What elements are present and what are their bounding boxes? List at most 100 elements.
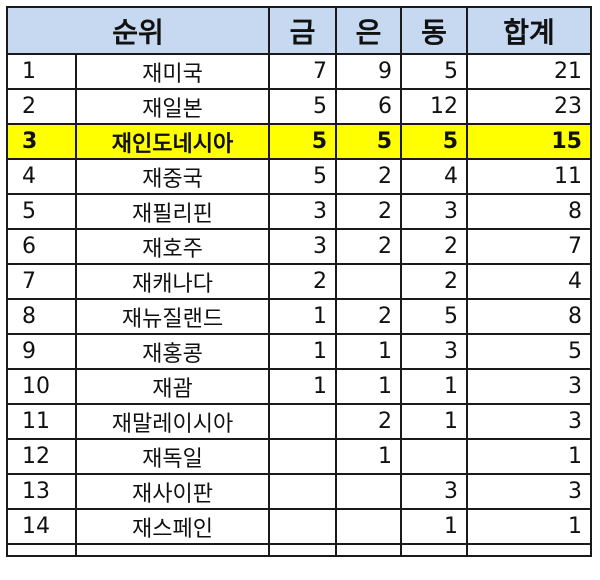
cell-rank[interactable]: 12 <box>6 438 77 475</box>
cell-total[interactable]: 3 <box>466 403 592 440</box>
cell-silver[interactable]: 2 <box>335 193 402 230</box>
cell-rank[interactable]: 9 <box>6 333 77 370</box>
cell-name[interactable]: 재캐나다 <box>75 263 270 300</box>
cell-bronze[interactable]: 5 <box>400 298 468 335</box>
cell-bronze[interactable]: 3 <box>400 473 468 510</box>
cell-rank[interactable]: 4 <box>6 158 77 195</box>
cell-silver[interactable] <box>335 263 402 300</box>
header-gold[interactable]: 금 <box>268 6 337 55</box>
cell-bronze[interactable]: 5 <box>400 123 468 160</box>
cell-gold[interactable]: 3 <box>268 228 337 265</box>
cell-silver[interactable]: 2 <box>335 228 402 265</box>
cell-total[interactable]: 1 <box>466 438 592 475</box>
cell-gold[interactable]: 5 <box>268 158 337 195</box>
cell-total[interactable]: 15 <box>466 123 592 160</box>
cell-total[interactable]: 23 <box>466 88 592 125</box>
cell-bronze[interactable]: 1 <box>400 368 468 405</box>
cell-gold[interactable]: 3 <box>268 193 337 230</box>
cell-gold[interactable]: 5 <box>268 88 337 125</box>
cell-name[interactable]: 재사이판 <box>75 473 270 510</box>
cell-total[interactable]: 7 <box>466 228 592 265</box>
cell-rank[interactable]: 7 <box>6 263 77 300</box>
cell-silver[interactable]: 2 <box>335 403 402 440</box>
cell-rank[interactable]: 1 <box>6 53 77 90</box>
cell-total[interactable]: 1 <box>466 508 592 545</box>
cell-bronze[interactable]: 4 <box>400 158 468 195</box>
cell-name[interactable]: 재호주 <box>75 228 270 265</box>
header-total[interactable]: 합계 <box>466 6 592 55</box>
cell-total[interactable]: 11 <box>466 158 592 195</box>
cell-silver[interactable]: 9 <box>335 53 402 90</box>
cell-name[interactable]: 재뉴질랜드 <box>75 298 270 335</box>
cell-total[interactable]: 4 <box>466 263 592 300</box>
header-rank[interactable]: 순위 <box>6 6 270 55</box>
cell-name[interactable]: 재중국 <box>75 158 270 195</box>
cell-bronze[interactable] <box>400 438 468 475</box>
cell-name[interactable]: 재말레이시아 <box>75 403 270 440</box>
cell-silver[interactable]: 2 <box>335 158 402 195</box>
cell-name[interactable]: 재독일 <box>75 438 270 475</box>
cell-rank[interactable]: 10 <box>6 368 77 405</box>
cell-rank[interactable]: 13 <box>6 473 77 510</box>
cell-gold[interactable] <box>268 508 337 545</box>
cell-total[interactable]: 3 <box>466 368 592 405</box>
cell-rank[interactable]: 3 <box>6 123 77 160</box>
cell-total[interactable]: 21 <box>466 53 592 90</box>
cell-empty[interactable] <box>466 543 592 557</box>
table-row: 8 재뉴질랜드 1 2 5 8 <box>6 298 592 335</box>
cell-bronze[interactable]: 3 <box>400 193 468 230</box>
cell-gold[interactable]: 7 <box>268 53 337 90</box>
cell-gold[interactable]: 1 <box>268 368 337 405</box>
cell-total[interactable]: 8 <box>466 298 592 335</box>
table-row: 4 재중국 5 2 4 11 <box>6 158 592 195</box>
cell-rank[interactable]: 5 <box>6 193 77 230</box>
cell-empty[interactable] <box>6 543 77 557</box>
cell-empty[interactable] <box>268 543 337 557</box>
cell-bronze[interactable]: 2 <box>400 228 468 265</box>
cell-empty[interactable] <box>335 543 402 557</box>
cell-empty[interactable] <box>400 543 468 557</box>
cell-rank[interactable]: 11 <box>6 403 77 440</box>
cell-name[interactable]: 재괌 <box>75 368 270 405</box>
cell-name[interactable]: 재스페인 <box>75 508 270 545</box>
cell-name[interactable]: 재홍콩 <box>75 333 270 370</box>
cell-silver[interactable]: 2 <box>335 298 402 335</box>
cell-gold[interactable] <box>268 403 337 440</box>
cell-gold[interactable]: 2 <box>268 263 337 300</box>
table-row: 10 재괌 1 1 1 3 <box>6 368 592 405</box>
cell-silver[interactable] <box>335 508 402 545</box>
cell-silver[interactable]: 6 <box>335 88 402 125</box>
header-bronze[interactable]: 동 <box>400 6 468 55</box>
cell-name[interactable]: 재필리핀 <box>75 193 270 230</box>
cell-rank[interactable]: 6 <box>6 228 77 265</box>
cell-gold[interactable]: 1 <box>268 333 337 370</box>
cell-bronze[interactable]: 1 <box>400 508 468 545</box>
cell-bronze[interactable]: 1 <box>400 403 468 440</box>
cell-name[interactable]: 재인도네시아 <box>75 123 270 160</box>
cell-gold[interactable]: 5 <box>268 123 337 160</box>
cell-name[interactable]: 재미국 <box>75 53 270 90</box>
cell-silver[interactable]: 5 <box>335 123 402 160</box>
cell-bronze[interactable]: 12 <box>400 88 468 125</box>
table-body: 1 재미국 7 9 5 21 2 재일본 5 6 12 23 3 재인도네시아 5 5 5 15 4 재중국 5 2 4 11… <box>6 53 592 557</box>
cell-total[interactable]: 5 <box>466 333 592 370</box>
cell-rank[interactable]: 2 <box>6 88 77 125</box>
cell-name[interactable]: 재일본 <box>75 88 270 125</box>
cell-silver[interactable] <box>335 473 402 510</box>
cell-silver[interactable]: 1 <box>335 438 402 475</box>
cell-total[interactable]: 8 <box>466 193 592 230</box>
cell-bronze[interactable]: 3 <box>400 333 468 370</box>
cell-empty[interactable] <box>75 543 270 557</box>
cell-silver[interactable]: 1 <box>335 368 402 405</box>
cell-rank[interactable]: 8 <box>6 298 77 335</box>
cell-silver[interactable]: 1 <box>335 333 402 370</box>
cell-total[interactable]: 3 <box>466 473 592 510</box>
cell-gold[interactable] <box>268 438 337 475</box>
table-row-partial <box>6 543 592 557</box>
header-silver[interactable]: 은 <box>335 6 402 55</box>
cell-gold[interactable]: 1 <box>268 298 337 335</box>
cell-bronze[interactable]: 5 <box>400 53 468 90</box>
cell-gold[interactable] <box>268 473 337 510</box>
cell-bronze[interactable]: 2 <box>400 263 468 300</box>
cell-rank[interactable]: 14 <box>6 508 77 545</box>
